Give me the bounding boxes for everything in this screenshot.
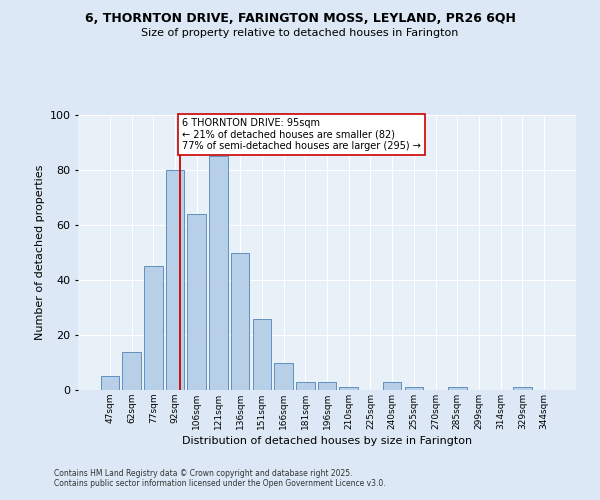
Text: Contains HM Land Registry data © Crown copyright and database right 2025.: Contains HM Land Registry data © Crown c… xyxy=(54,468,353,477)
Bar xyxy=(209,156,227,390)
Bar xyxy=(166,170,184,390)
Text: 6 THORNTON DRIVE: 95sqm
← 21% of detached houses are smaller (82)
77% of semi-de: 6 THORNTON DRIVE: 95sqm ← 21% of detache… xyxy=(182,118,421,151)
Text: Size of property relative to detached houses in Farington: Size of property relative to detached ho… xyxy=(142,28,458,38)
Bar xyxy=(318,382,336,390)
Bar xyxy=(253,318,271,390)
Bar xyxy=(513,387,532,390)
Text: 6, THORNTON DRIVE, FARINGTON MOSS, LEYLAND, PR26 6QH: 6, THORNTON DRIVE, FARINGTON MOSS, LEYLA… xyxy=(85,12,515,26)
X-axis label: Distribution of detached houses by size in Farington: Distribution of detached houses by size … xyxy=(182,436,472,446)
Text: Contains public sector information licensed under the Open Government Licence v3: Contains public sector information licen… xyxy=(54,478,386,488)
Bar xyxy=(144,266,163,390)
Bar xyxy=(274,362,293,390)
Bar xyxy=(383,382,401,390)
Bar xyxy=(101,376,119,390)
Bar xyxy=(340,387,358,390)
Bar xyxy=(404,387,423,390)
Bar xyxy=(122,352,141,390)
Bar xyxy=(187,214,206,390)
Bar xyxy=(296,382,314,390)
Bar xyxy=(231,252,250,390)
Bar xyxy=(448,387,467,390)
Y-axis label: Number of detached properties: Number of detached properties xyxy=(35,165,45,340)
